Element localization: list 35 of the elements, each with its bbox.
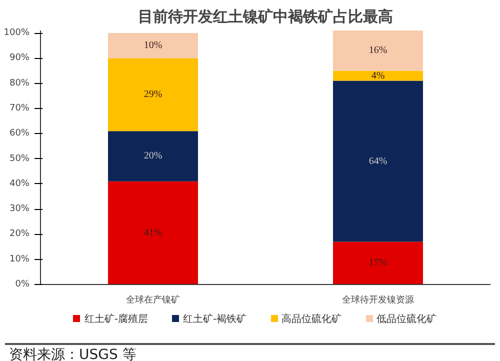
y-tick-label: 70% xyxy=(9,103,30,114)
bar xyxy=(333,30,423,71)
data-label: 17% xyxy=(368,258,388,269)
bar xyxy=(108,33,198,58)
y-tick-label: 60% xyxy=(9,128,30,139)
y-tick-label: 20% xyxy=(9,229,30,240)
data-label: 64% xyxy=(368,156,388,167)
data-label: 41% xyxy=(144,227,162,238)
y-tick-label: 90% xyxy=(9,53,30,64)
legend-label: 低品位硫化矿 xyxy=(376,314,437,325)
bar xyxy=(108,181,198,284)
bar xyxy=(108,58,198,132)
bar xyxy=(333,242,423,284)
x-tick-label: 全球待开发镍资源 xyxy=(342,294,414,306)
data-label: 10% xyxy=(144,40,162,52)
text: 资料来源：USGS 等 xyxy=(9,346,136,361)
legend-label: 红土矿-褐铁矿 xyxy=(182,314,247,325)
bar xyxy=(333,70,423,81)
data-label: 29% xyxy=(144,89,162,100)
y-tick-label: 30% xyxy=(9,204,30,214)
y-tick-label: 10% xyxy=(9,254,30,264)
chart-title: 目前待开发红土镍矿中褐铁矿占比最高 xyxy=(138,8,393,26)
legend-label: 红土矿-腐殖层 xyxy=(83,314,148,325)
bar xyxy=(108,131,198,182)
y-tick-label: 0% xyxy=(15,280,30,290)
x-tick-label: 全球在产镍矿 xyxy=(126,294,180,306)
y-tick-label: 100% xyxy=(4,28,30,38)
y-tick-label: 50% xyxy=(9,154,30,164)
y-tick-label: 80% xyxy=(9,78,30,88)
bar xyxy=(333,80,423,242)
legend-label: 高品位硫化矿 xyxy=(280,314,342,325)
data-label: 20% xyxy=(144,150,162,162)
data-label: 16% xyxy=(368,45,388,56)
data-label: 4% xyxy=(371,70,385,82)
y-tick-label: 40% xyxy=(9,178,30,189)
